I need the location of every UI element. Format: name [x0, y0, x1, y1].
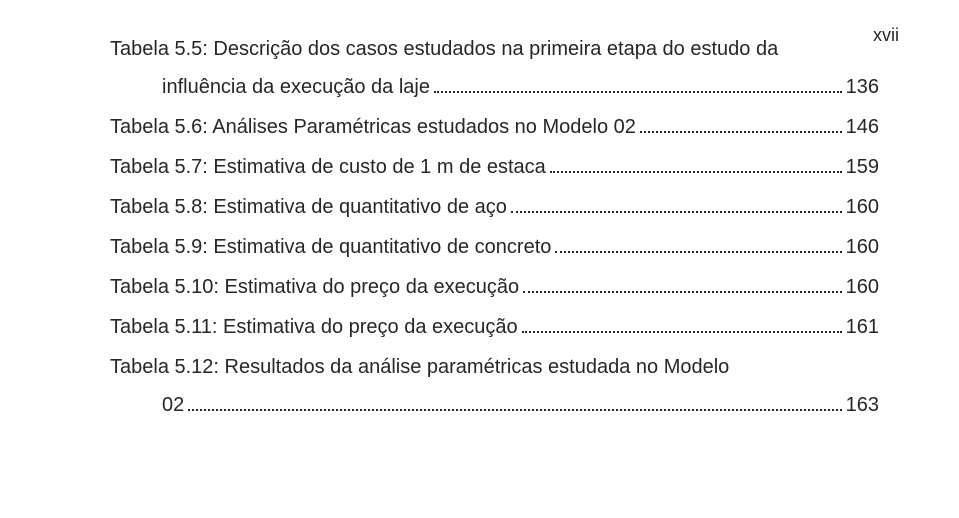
page-number: xvii: [873, 18, 899, 52]
toc-entry-lead: Tabela 5.12: Resultados da análise param…: [110, 348, 879, 386]
toc-entry-cont: influência da execução da laje: [162, 68, 430, 106]
toc-entry-label: Tabela 5.8: Estimativa de quantitativo d…: [110, 188, 507, 226]
toc-page-ref: 161: [846, 308, 879, 346]
toc-page-ref: 160: [846, 268, 879, 306]
toc-entry-label: Tabela 5.7: Estimativa de custo de 1 m d…: [110, 148, 546, 186]
leader-dots: [555, 233, 841, 253]
toc-page-ref: 136: [846, 68, 879, 106]
toc-page-ref: 159: [846, 148, 879, 186]
toc-entry: influência da execução da laje 136: [162, 68, 879, 106]
toc-entry-label: Tabela 5.6: Análises Paramétricas estuda…: [110, 108, 636, 146]
toc-entry: Tabela 5.7: Estimativa de custo de 1 m d…: [110, 148, 879, 186]
toc-page-ref: 163: [846, 386, 879, 424]
leader-dots: [188, 391, 841, 411]
toc-entry-lead: Tabela 5.5: Descrição dos casos estudado…: [110, 30, 879, 68]
toc-entry: Tabela 5.6: Análises Paramétricas estuda…: [110, 108, 879, 146]
leader-dots: [523, 273, 841, 293]
leader-dots: [550, 153, 842, 173]
toc-entry-label: Tabela 5.9: Estimativa de quantitativo d…: [110, 228, 551, 266]
leader-dots: [640, 113, 842, 133]
leader-dots: [522, 313, 842, 333]
toc-entry: Tabela 5.8: Estimativa de quantitativo d…: [110, 188, 879, 226]
leader-dots: [511, 193, 842, 213]
toc-entry: Tabela 5.10: Estimativa do preço da exec…: [110, 268, 879, 306]
toc-entry: Tabela 5.9: Estimativa de quantitativo d…: [110, 228, 879, 266]
toc-entry-label: Tabela 5.10: Estimativa do preço da exec…: [110, 268, 519, 306]
leader-dots: [434, 73, 842, 93]
toc-entry-label: Tabela 5.11: Estimativa do preço da exec…: [110, 308, 518, 346]
toc-entry: 02 163: [162, 386, 879, 424]
toc-entry: Tabela 5.11: Estimativa do preço da exec…: [110, 308, 879, 346]
toc-page-ref: 146: [846, 108, 879, 146]
toc-page-ref: 160: [846, 228, 879, 266]
toc-entry-cont: 02: [162, 386, 184, 424]
toc-page-ref: 160: [846, 188, 879, 226]
document-page: xvii Tabela 5.5: Descrição dos casos est…: [0, 0, 959, 518]
